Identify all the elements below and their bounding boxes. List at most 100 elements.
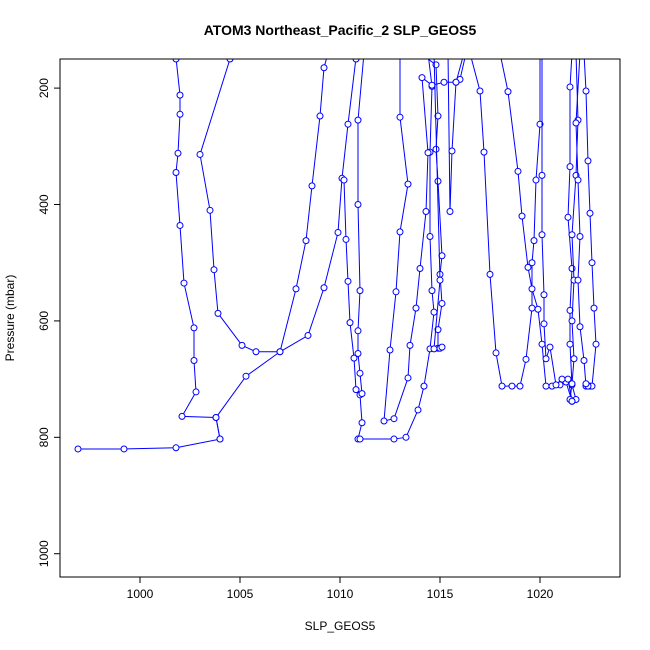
data-point-6-2	[434, 112, 442, 120]
data-point-14-1	[582, 87, 590, 95]
data-point-3-1	[342, 235, 350, 243]
data-point-10-20	[566, 83, 574, 91]
x-tick-label-1: 1005	[227, 587, 254, 601]
data-point-0-12	[352, 59, 360, 63]
data-point-9-12	[532, 176, 540, 184]
x-tick-label-0: 1000	[127, 587, 154, 601]
data-point-9-2	[480, 148, 488, 156]
data-point-2-7	[276, 348, 284, 356]
data-point-0-8	[320, 284, 328, 292]
data-point-8-1	[446, 207, 454, 215]
data-point-0-2	[172, 444, 180, 452]
data-point-5-7	[390, 415, 398, 423]
data-point-1-10	[178, 412, 186, 420]
data-point-11-5	[542, 355, 550, 363]
data-point-7-2	[430, 345, 438, 353]
data-point-3-0	[340, 176, 348, 184]
data-point-5-3	[396, 228, 404, 236]
data-point-0-11	[344, 120, 352, 128]
data-point-10-8	[542, 382, 550, 390]
data-point-10-1	[504, 88, 512, 96]
data-point-5-4	[392, 288, 400, 296]
data-point-9-6	[508, 382, 516, 390]
data-point-0-0	[74, 445, 82, 453]
series-line-2	[199, 59, 327, 353]
data-point-9-1	[476, 87, 484, 95]
data-point-5-5	[386, 346, 394, 354]
data-point-12-6	[570, 355, 578, 363]
data-point-3-12	[414, 406, 422, 414]
data-point-9-11	[530, 237, 538, 245]
y-tick-label-0: 200	[37, 78, 51, 98]
x-tick-label-4: 1020	[527, 587, 554, 601]
data-point-5-13	[424, 149, 432, 157]
data-point-5-16	[440, 78, 448, 86]
data-point-1-3	[174, 149, 182, 157]
data-point-5-6	[380, 417, 388, 425]
data-point-14-9	[582, 380, 590, 388]
data-point-10-7	[538, 340, 546, 348]
y-tick-label-2: 600	[37, 311, 51, 331]
data-point-14-4	[588, 259, 596, 267]
data-point-4-1	[354, 116, 362, 124]
data-point-2-4	[214, 309, 222, 317]
data-point-0-1	[120, 445, 128, 453]
data-point-5-2	[404, 180, 412, 188]
data-point-2-1	[196, 150, 204, 158]
data-point-2-5	[238, 341, 246, 349]
data-point-3-15	[430, 308, 438, 316]
data-point-14-2	[584, 157, 592, 165]
data-point-10-2	[514, 167, 522, 175]
data-point-1-7	[190, 324, 198, 332]
data-point-3-3	[346, 319, 354, 327]
data-point-1-4	[172, 168, 180, 176]
data-point-9-10	[528, 259, 536, 267]
data-point-11-2	[538, 231, 546, 239]
data-point-10-15	[566, 340, 574, 348]
data-point-10-3	[518, 212, 526, 220]
data-point-2-9	[302, 237, 310, 245]
data-point-14-5	[590, 304, 598, 312]
data-point-5-9	[406, 341, 414, 349]
data-point-11-4	[540, 320, 548, 328]
data-point-9-7	[516, 382, 524, 390]
data-point-3-13	[420, 382, 428, 390]
data-point-9-9	[528, 304, 536, 312]
data-point-1-9	[192, 388, 200, 396]
data-point-14-3	[586, 209, 594, 217]
data-point-13-2	[574, 176, 582, 184]
data-point-1-5	[176, 221, 184, 229]
data-point-7-1	[436, 276, 444, 284]
data-point-4-7	[358, 390, 366, 398]
data-point-9-5	[498, 382, 506, 390]
data-point-12-3	[568, 231, 576, 239]
data-point-11-7	[552, 381, 560, 389]
data-point-1-1	[176, 91, 184, 99]
data-point-2-11	[316, 112, 324, 120]
y-tick-label-4: 1000	[37, 540, 51, 567]
data-point-10-17	[568, 265, 576, 273]
y-axis-label: Pressure (mbar)	[3, 275, 17, 362]
data-point-10-19	[566, 163, 574, 171]
data-point-3-5	[352, 386, 360, 394]
data-point-5-12	[422, 207, 430, 215]
data-point-0-9	[334, 228, 342, 236]
data-point-11-6	[546, 343, 554, 351]
data-point-3-2	[344, 277, 352, 285]
data-point-4-6	[356, 369, 364, 377]
data-point-10-4	[524, 263, 532, 271]
data-point-1-6	[180, 279, 188, 287]
data-point-3-17	[426, 233, 434, 241]
data-point-2-8	[292, 285, 300, 293]
data-point-0-7	[304, 331, 312, 339]
data-point-4-4	[354, 327, 362, 335]
data-point-2-12	[320, 64, 328, 72]
chart-title: ATOM3 Northeast_Pacific_2 SLP_GEOS5	[204, 22, 477, 38]
data-point-1-0	[172, 59, 180, 63]
data-point-3-4	[350, 354, 358, 362]
data-point-0-5	[242, 372, 250, 380]
data-point-1-2	[176, 110, 184, 118]
data-point-12-7	[568, 380, 576, 388]
data-point-5-15	[428, 81, 436, 89]
